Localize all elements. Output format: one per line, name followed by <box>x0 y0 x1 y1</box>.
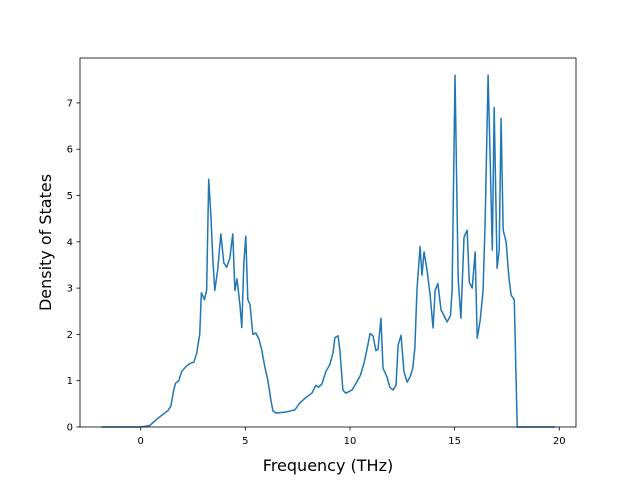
y-tick-label: 2 <box>67 330 73 341</box>
x-tick-label: 20 <box>553 436 566 447</box>
y-tick-label: 6 <box>67 145 73 156</box>
x-axis-label: Frequency (THz) <box>263 456 393 475</box>
y-axis-label: Density of States <box>36 174 55 311</box>
x-tick-label: 0 <box>138 436 144 447</box>
y-tick-label: 3 <box>67 284 73 295</box>
line <box>101 74 556 428</box>
x-tick-label: 5 <box>242 436 248 447</box>
y-tick-label: 7 <box>67 98 73 109</box>
plot-frame <box>79 57 577 428</box>
y-tick-label: 5 <box>67 191 73 202</box>
y-tick-label: 1 <box>67 376 73 387</box>
x-tick-label: 15 <box>448 436 461 447</box>
x-tick-label: 10 <box>344 436 357 447</box>
y-tick-label: 4 <box>67 237 73 248</box>
y-tick-label: 0 <box>67 423 73 434</box>
